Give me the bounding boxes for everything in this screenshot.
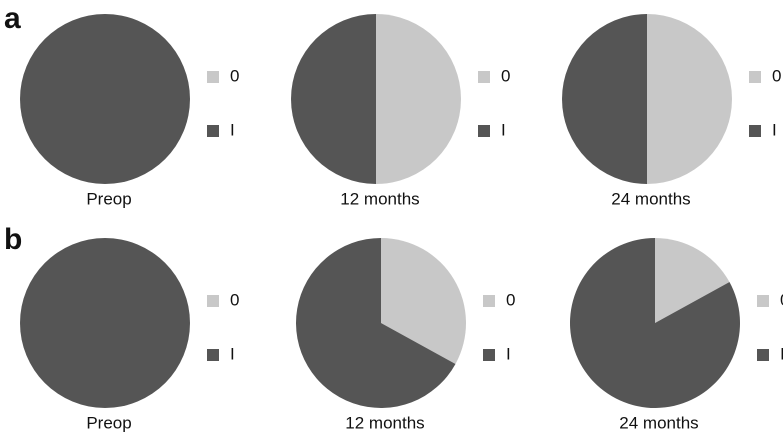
panel-label: a [4, 2, 21, 35]
panel-label: b [4, 223, 22, 256]
legend-swatch [478, 125, 490, 137]
legend-swatch [207, 71, 219, 83]
legend-swatch [478, 71, 490, 83]
pie-slice [20, 14, 190, 184]
legend-swatch [757, 295, 769, 307]
legend-label: 0 [506, 290, 515, 309]
legend-swatch [757, 349, 769, 361]
pie-slice [562, 14, 647, 184]
legend-swatch [749, 71, 761, 83]
legend-label: 0 [501, 66, 510, 85]
legend-label: I [230, 344, 235, 363]
chart-title: Preop [86, 189, 131, 208]
legend-label: I [230, 120, 235, 139]
chart-title: 24 months [611, 189, 690, 208]
legend-label: 0 [230, 290, 239, 309]
legend-label: I [772, 120, 777, 139]
legend-swatch [207, 125, 219, 137]
legend-label: I [506, 344, 511, 363]
legend-swatch [749, 125, 761, 137]
legend-swatch [207, 295, 219, 307]
chart-title: 12 months [340, 189, 419, 208]
pie-slice [655, 238, 730, 323]
legend-label: 0 [780, 290, 783, 309]
pie-slice [376, 14, 461, 184]
legend-label: I [501, 120, 506, 139]
pie-slice [20, 238, 190, 408]
legend-swatch [483, 349, 495, 361]
chart-title: Preop [86, 413, 131, 432]
pie-slice [570, 238, 740, 408]
legend-swatch [207, 349, 219, 361]
chart-title: 24 months [619, 413, 698, 432]
chart-title: 12 months [345, 413, 424, 432]
pie-slice [381, 238, 466, 364]
legend-label: 0 [772, 66, 781, 85]
pie-slice [647, 14, 732, 184]
pie-slice [296, 238, 456, 408]
legend-label: 0 [230, 66, 239, 85]
legend-swatch [483, 295, 495, 307]
pie-slice [291, 14, 376, 184]
legend-label: I [780, 344, 783, 363]
